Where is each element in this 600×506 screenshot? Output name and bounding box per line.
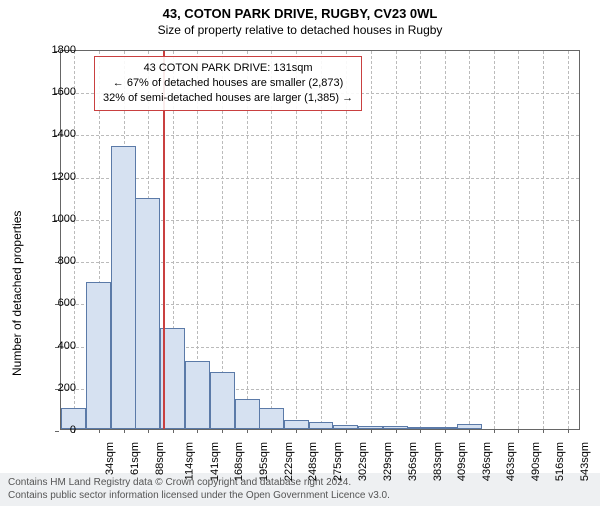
histogram-bar bbox=[457, 424, 482, 429]
histogram-bar bbox=[432, 427, 457, 429]
gridline-v bbox=[543, 51, 544, 429]
x-tick-label: 248sqm bbox=[307, 442, 319, 481]
histogram-bar bbox=[284, 420, 309, 430]
annotation-line-1: 43 COTON PARK DRIVE: 131sqm bbox=[103, 61, 353, 76]
histogram-bar bbox=[259, 408, 284, 429]
y-tick-label: 600 bbox=[58, 297, 76, 309]
gridline-v bbox=[420, 51, 421, 429]
x-tick-label: 490sqm bbox=[530, 442, 542, 481]
x-tick-label: 302sqm bbox=[357, 442, 369, 481]
histogram-bar bbox=[135, 198, 160, 429]
x-tick-label: 383sqm bbox=[432, 442, 444, 481]
x-tick-label: 34sqm bbox=[104, 442, 116, 475]
y-tick-label: 400 bbox=[58, 340, 76, 352]
histogram-bar bbox=[86, 282, 111, 429]
histogram-bar bbox=[333, 425, 358, 429]
x-tick-label: 436sqm bbox=[481, 442, 493, 481]
gridline-h bbox=[61, 135, 579, 136]
gridline-v bbox=[396, 51, 397, 429]
page-title: 43, COTON PARK DRIVE, RUGBY, CV23 0WL bbox=[0, 6, 600, 21]
gridline-v bbox=[494, 51, 495, 429]
x-tick-label: 516sqm bbox=[554, 442, 566, 481]
x-tick-label: 222sqm bbox=[283, 442, 295, 481]
x-tick-label: 195sqm bbox=[258, 442, 270, 481]
histogram-bar bbox=[235, 399, 260, 429]
y-tick-label: 1000 bbox=[52, 213, 76, 225]
histogram-bar bbox=[185, 361, 210, 429]
x-tick-label: 114sqm bbox=[183, 442, 195, 480]
histogram-bar bbox=[111, 146, 136, 429]
annotation-line-2: ← 67% of detached houses are smaller (2,… bbox=[103, 76, 353, 91]
y-tick-label: 1400 bbox=[52, 128, 76, 140]
gridline-v bbox=[518, 51, 519, 429]
x-tick-label: 275sqm bbox=[332, 442, 344, 481]
gridline-v bbox=[469, 51, 470, 429]
histogram-bar bbox=[407, 427, 432, 429]
histogram-bar bbox=[383, 426, 408, 429]
y-tick-label: 1600 bbox=[52, 86, 76, 98]
x-tick-label: 88sqm bbox=[154, 442, 166, 475]
x-tick-label: 168sqm bbox=[234, 442, 246, 481]
annotation-box: 43 COTON PARK DRIVE: 131sqm ← 67% of det… bbox=[94, 56, 362, 111]
y-tick-label: 0 bbox=[70, 424, 76, 436]
y-tick-label: 1800 bbox=[52, 44, 76, 56]
annotation-line-3: 32% of semi-detached houses are larger (… bbox=[103, 91, 353, 106]
y-tick-label: 200 bbox=[58, 382, 76, 394]
x-tick-label: 141sqm bbox=[209, 442, 221, 481]
page-subtitle: Size of property relative to detached ho… bbox=[0, 23, 600, 37]
gridline-h bbox=[61, 178, 579, 179]
gridline-v bbox=[568, 51, 569, 429]
gridline-v bbox=[371, 51, 372, 429]
x-tick-label: 543sqm bbox=[579, 442, 591, 481]
x-tick-label: 463sqm bbox=[506, 442, 518, 481]
histogram-chart: 43 COTON PARK DRIVE: 131sqm ← 67% of det… bbox=[60, 50, 580, 430]
gridline-v bbox=[445, 51, 446, 429]
histogram-bar bbox=[309, 422, 334, 429]
y-axis-label: Number of detached properties bbox=[10, 211, 24, 376]
footer-line-2: Contains public sector information licen… bbox=[8, 490, 592, 503]
histogram-bar bbox=[210, 372, 235, 429]
x-tick-label: 61sqm bbox=[129, 442, 141, 475]
y-tick-label: 800 bbox=[58, 255, 76, 267]
x-tick-label: 356sqm bbox=[407, 442, 419, 481]
histogram-bar bbox=[358, 426, 383, 429]
gridline-v bbox=[74, 51, 75, 429]
x-tick-label: 329sqm bbox=[382, 442, 394, 481]
x-tick-label: 409sqm bbox=[456, 442, 468, 481]
y-tick-label: 1200 bbox=[52, 171, 76, 183]
